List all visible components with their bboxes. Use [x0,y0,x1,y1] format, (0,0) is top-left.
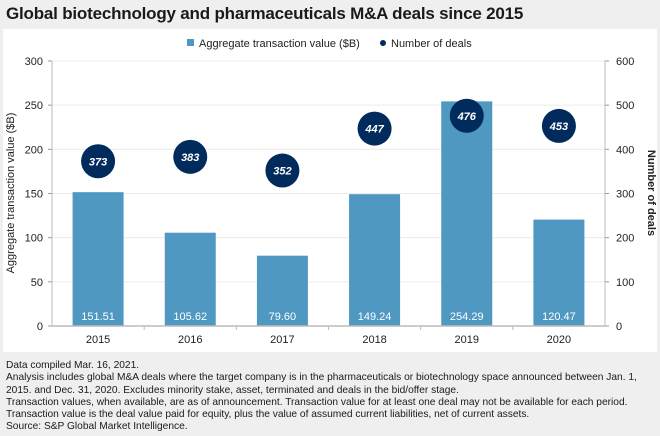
x-tick-label: 2018 [362,334,386,346]
y-axis-title-right: Number of deals [645,150,657,236]
legend-label-bar: Aggregate transaction value ($B) [199,38,360,50]
y-tick-label-right: 400 [616,144,634,156]
deal-count-dot [357,111,392,146]
y-tick-label-right: 200 [616,233,634,245]
footnotes: Data compiled Mar. 16, 2021. Analysis in… [6,360,656,434]
deal-count-label: 476 [457,111,477,123]
y-tick-label-left: 250 [25,100,43,112]
bar-value-label: 149.24 [358,311,392,323]
footnote-line: Source: S&P Global Market Intelligence. [6,421,188,433]
y-tick-label-left: 300 [25,56,43,68]
y-tick-label-right: 500 [616,100,634,112]
bar-value-label: 151.51 [81,311,115,323]
chart-title: Global biotechnology and pharmaceuticals… [6,4,524,23]
y-tick-label-left: 200 [25,144,43,156]
bar-value-label: 79.60 [269,311,297,323]
y-tick-label-left: 100 [25,233,43,245]
deal-count-dot [81,144,116,179]
legend-swatch-dot [380,40,386,46]
deal-count-dot [449,98,484,133]
x-tick-label: 2019 [455,334,479,346]
y-tick-label-right: 600 [616,56,634,68]
bar [256,255,308,326]
y-tick-label-left: 150 [25,189,43,201]
x-tick-label: 2017 [270,334,294,346]
axes: 0 50 100 150 200 250 300 0 100 200 300 400 500 600 201… [25,56,635,346]
footnote-line: Data compiled Mar. 16, 2021. [6,360,140,371]
footnote-line: Transaction value is the deal value paid… [6,409,530,421]
deal-count-dot [541,108,576,143]
deal-count-label: 373 [89,156,107,168]
gridlines [52,60,605,283]
deal-count-dot [265,153,300,188]
y-tick-label-left: 0 [37,321,43,333]
bar-value-label: 254.29 [450,311,484,323]
deal-count-label: 447 [364,124,384,136]
footnote-line: 2015. and Dec. 31, 2020. Excludes minori… [6,384,459,396]
legend: Aggregate transaction value ($B) Number … [187,38,472,50]
deal-count-label: 453 [549,121,568,133]
deal-count-label: 352 [273,166,291,178]
bar-value-label: 105.62 [173,311,207,323]
y-tick-label-right: 0 [616,321,622,333]
bar [72,192,124,326]
y-tick-label-left: 50 [31,277,43,289]
deal-count-label: 383 [181,152,199,164]
bar [164,232,216,326]
deal-count-dot [173,139,208,174]
legend-swatch-bar [187,39,194,46]
dots: 373 383 352 447 476 453 [81,98,576,188]
legend-label-dot: Number of deals [391,38,472,50]
x-tick-label: 2020 [547,334,571,346]
bar-value-label: 120.47 [542,311,576,323]
x-tick-label: 2016 [178,334,202,346]
y-axis-title-left: Aggregate transaction value ($B) [5,113,17,274]
bar [533,219,585,326]
footnote-line: Transaction values, when available, are … [6,396,628,408]
y-tick-label-right: 100 [616,277,634,289]
y-tick-label-right: 300 [616,189,634,201]
footnote-line: Analysis includes global M&A deals where… [6,372,637,384]
bars: 151.51 105.62 79.60 149.24 254.29 120.47 [72,101,585,326]
x-tick-label: 2015 [86,334,110,346]
bar [441,101,493,326]
bar [349,194,401,326]
